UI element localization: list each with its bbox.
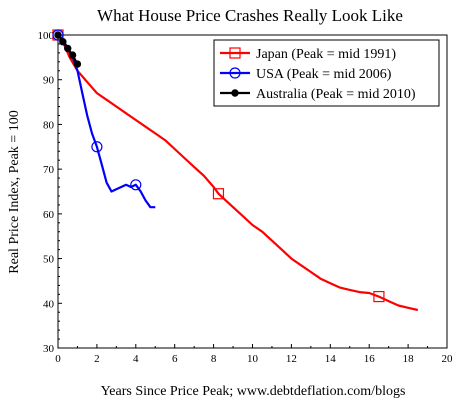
y-tick-label: 90 (43, 75, 55, 87)
series-marker (64, 44, 72, 53)
x-tick-label: 12 (286, 353, 297, 365)
legend: Japan (Peak = mid 1991) USA (Peak = mid 2… (213, 39, 440, 107)
x-axis-title: Years Since Price Peak; www.debtdeflatio… (101, 384, 406, 399)
series-marker (91, 141, 103, 153)
series-line (57, 34, 419, 312)
y-tick-label: 40 (43, 298, 55, 310)
series-marker (212, 188, 225, 200)
y-tick-label: 100 (38, 30, 55, 42)
y-tick-label: 70 (43, 164, 55, 176)
x-tick-label: 0 (55, 353, 61, 365)
legend-label: USA (Peak = mid 2006) (256, 67, 392, 82)
series-layer (52, 29, 419, 312)
legend-swatch-marker (231, 89, 239, 97)
x-tick-label: 16 (364, 353, 376, 365)
series-marker (59, 38, 67, 46)
x-tick-label: 6 (172, 353, 178, 365)
legend-label: Australia (Peak = mid 2010) (256, 87, 416, 102)
series-marker (54, 31, 62, 39)
series-marker (52, 29, 64, 41)
y-tick-label: 80 (43, 119, 55, 131)
x-tick-label: 8 (211, 353, 217, 365)
x-tick-label: 14 (325, 353, 337, 365)
legend-box (213, 39, 440, 107)
y-tick-label: 60 (43, 209, 55, 221)
axis-ticks: 0 2 4 6 8 10 12 14 16 18 20 30 40 50 60 70 80 90 100 (38, 30, 454, 365)
x-tick-label: 18 (403, 353, 415, 365)
series-marker (68, 51, 77, 59)
series-marker (73, 60, 82, 68)
legend-swatch-marker (229, 67, 241, 79)
x-tick-label: 2 (94, 353, 100, 365)
x-tick-label: 10 (247, 353, 259, 365)
legend-swatch-marker (229, 47, 241, 59)
legend-label: Japan (Peak = mid 1991) (256, 47, 396, 62)
series-marker (373, 290, 385, 303)
y-tick-label: 30 (43, 343, 55, 355)
y-axis-title: Real Price Index, Peak = 100 (7, 110, 22, 273)
x-tick-label: 4 (133, 353, 139, 365)
chart-title: What House Price Crashes Really Look Lik… (97, 6, 403, 25)
x-tick-label: 20 (442, 353, 454, 365)
y-tick-label: 50 (43, 254, 55, 266)
series-group (54, 31, 82, 68)
series-group (52, 29, 156, 209)
series-marker (130, 179, 142, 191)
